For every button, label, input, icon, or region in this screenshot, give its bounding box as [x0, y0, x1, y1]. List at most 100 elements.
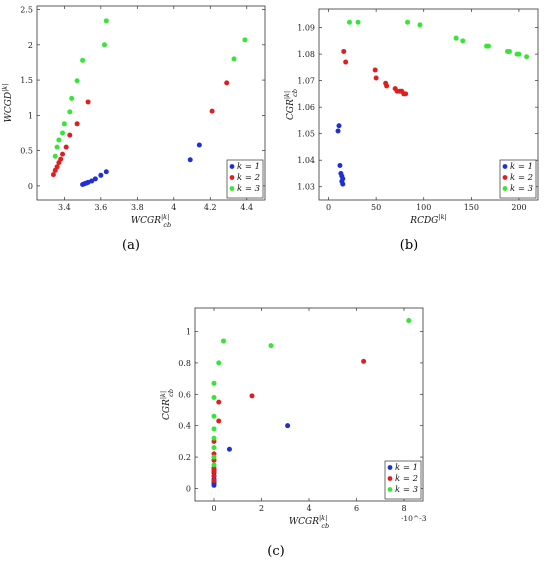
point-k3	[211, 413, 217, 419]
legend: k = 1k = 2k = 3	[499, 159, 537, 199]
point-k3	[52, 153, 58, 159]
y-tick-label: 1.03	[297, 183, 315, 192]
point-k3	[56, 137, 62, 143]
legend-entry-k1: k = 1	[395, 463, 418, 473]
legend-entry-k2: k = 2	[395, 474, 418, 484]
point-k2	[211, 478, 217, 484]
point-k3	[242, 37, 248, 43]
x-axis-label: WCGR|k| cb	[131, 213, 171, 229]
legend-entry-k2: k = 2	[510, 173, 533, 183]
x-tick-label: 2	[259, 504, 264, 513]
x-tick-label: 0	[326, 203, 331, 212]
x-tick-label: 0	[211, 504, 216, 513]
y-tick-label: 2.5	[20, 6, 33, 15]
x-tick-label: 8	[401, 504, 406, 513]
point-k3	[417, 22, 423, 28]
point-k1	[336, 123, 342, 129]
point-k2	[216, 399, 222, 405]
legend-marker-k1	[502, 164, 508, 169]
point-k3	[54, 144, 60, 150]
point-k2	[58, 156, 64, 162]
point-k2	[384, 83, 390, 89]
point-k3	[268, 343, 274, 349]
point-k3	[67, 109, 73, 115]
x-tick-label: 4	[171, 203, 176, 212]
point-k3	[211, 445, 217, 451]
point-k2	[372, 67, 378, 73]
point-k1	[103, 169, 109, 175]
y-tick-label: 0.8	[178, 359, 191, 368]
point-k3	[103, 18, 109, 24]
y-tick-label: 0	[28, 182, 33, 191]
chart-a: 3.4 3.6 3.8 4 4.2 4.4 0 0.5 1 1.5 2 2.5 WCGR|k| cb WCG…	[1, 5, 266, 253]
chart-b: 0 50 100 150 200 1.03 1.04 1.05 1.06 1.07 1.08 1.09…	[283, 8, 539, 253]
y-tick-label: 0.6	[178, 390, 191, 399]
plot-frame	[36, 5, 266, 201]
x-tick-label: 150	[464, 203, 479, 212]
legend-entry-k3: k = 3	[395, 485, 418, 495]
legend-marker-k2	[229, 175, 235, 180]
x-tick-label: 200	[511, 203, 526, 212]
legend-entry-k2: k = 2	[237, 173, 260, 183]
point-k2	[74, 121, 80, 127]
point-k2	[209, 108, 215, 114]
y-tick-label: 0	[186, 484, 191, 493]
x-multiplier: ·10^-3	[401, 514, 427, 523]
y-tick-label: 1.5	[20, 76, 33, 85]
legend-entry-k3: k = 3	[510, 184, 533, 194]
y-tick-label: 1.09	[297, 24, 315, 33]
point-k3	[211, 426, 217, 432]
caption-b: (b)	[400, 238, 418, 253]
legend-marker-k2	[387, 476, 393, 481]
point-k2	[54, 164, 60, 170]
x-tick-label: 4.2	[204, 203, 217, 212]
x-axis-label: WCGR|k| cb	[289, 514, 329, 530]
point-k1	[187, 157, 193, 163]
y-axis-label: CGR|k|cb	[159, 389, 175, 420]
point-k3	[453, 35, 459, 41]
y-tick-label: 0.2	[178, 453, 191, 462]
point-k3	[506, 48, 512, 54]
point-k3	[221, 338, 226, 344]
y-tick-label: 2	[28, 41, 33, 50]
point-k3	[460, 38, 466, 44]
point-k3	[211, 435, 217, 441]
point-k3	[211, 462, 217, 468]
point-k3	[60, 130, 66, 136]
x-tick-label: 4.4	[240, 203, 253, 212]
point-k3	[74, 78, 80, 84]
legend: k = 1k = 2k = 3	[226, 159, 264, 199]
point-k2	[67, 132, 73, 138]
point-k1	[335, 128, 341, 134]
point-k2	[85, 99, 91, 105]
caption-a: (a)	[122, 238, 140, 253]
point-k3	[516, 51, 522, 57]
point-k1	[285, 423, 291, 429]
point-k3	[406, 318, 412, 324]
point-k2	[403, 91, 409, 97]
point-k2	[361, 358, 367, 364]
point-k2	[343, 59, 349, 65]
chart-c: 0 2 4 6 8 0 0.2 0.4 0.6 0.8 1 WCGR|k| cb CGR|k|cb ·10^…	[159, 307, 427, 559]
x-tick-label: 50	[371, 203, 381, 212]
point-k3	[211, 380, 217, 386]
point-k1	[337, 163, 343, 169]
point-k3	[69, 95, 75, 101]
point-k2	[50, 172, 56, 178]
point-k2	[216, 418, 222, 424]
legend-marker-k1	[387, 465, 393, 470]
point-k1	[89, 178, 95, 184]
point-k3	[231, 56, 237, 62]
x-tick-label: 3.8	[131, 203, 144, 212]
point-k1	[340, 181, 346, 187]
point-k1	[226, 446, 232, 452]
y-tick-label: 1	[186, 328, 191, 337]
point-k2	[249, 393, 255, 399]
point-k1	[196, 142, 202, 148]
point-k3	[216, 360, 222, 366]
point-k1	[340, 176, 346, 182]
legend-marker-k2	[502, 175, 508, 180]
legend-marker-k3	[229, 186, 235, 191]
y-tick-label: 1.04	[297, 156, 315, 165]
point-k3	[405, 19, 411, 25]
